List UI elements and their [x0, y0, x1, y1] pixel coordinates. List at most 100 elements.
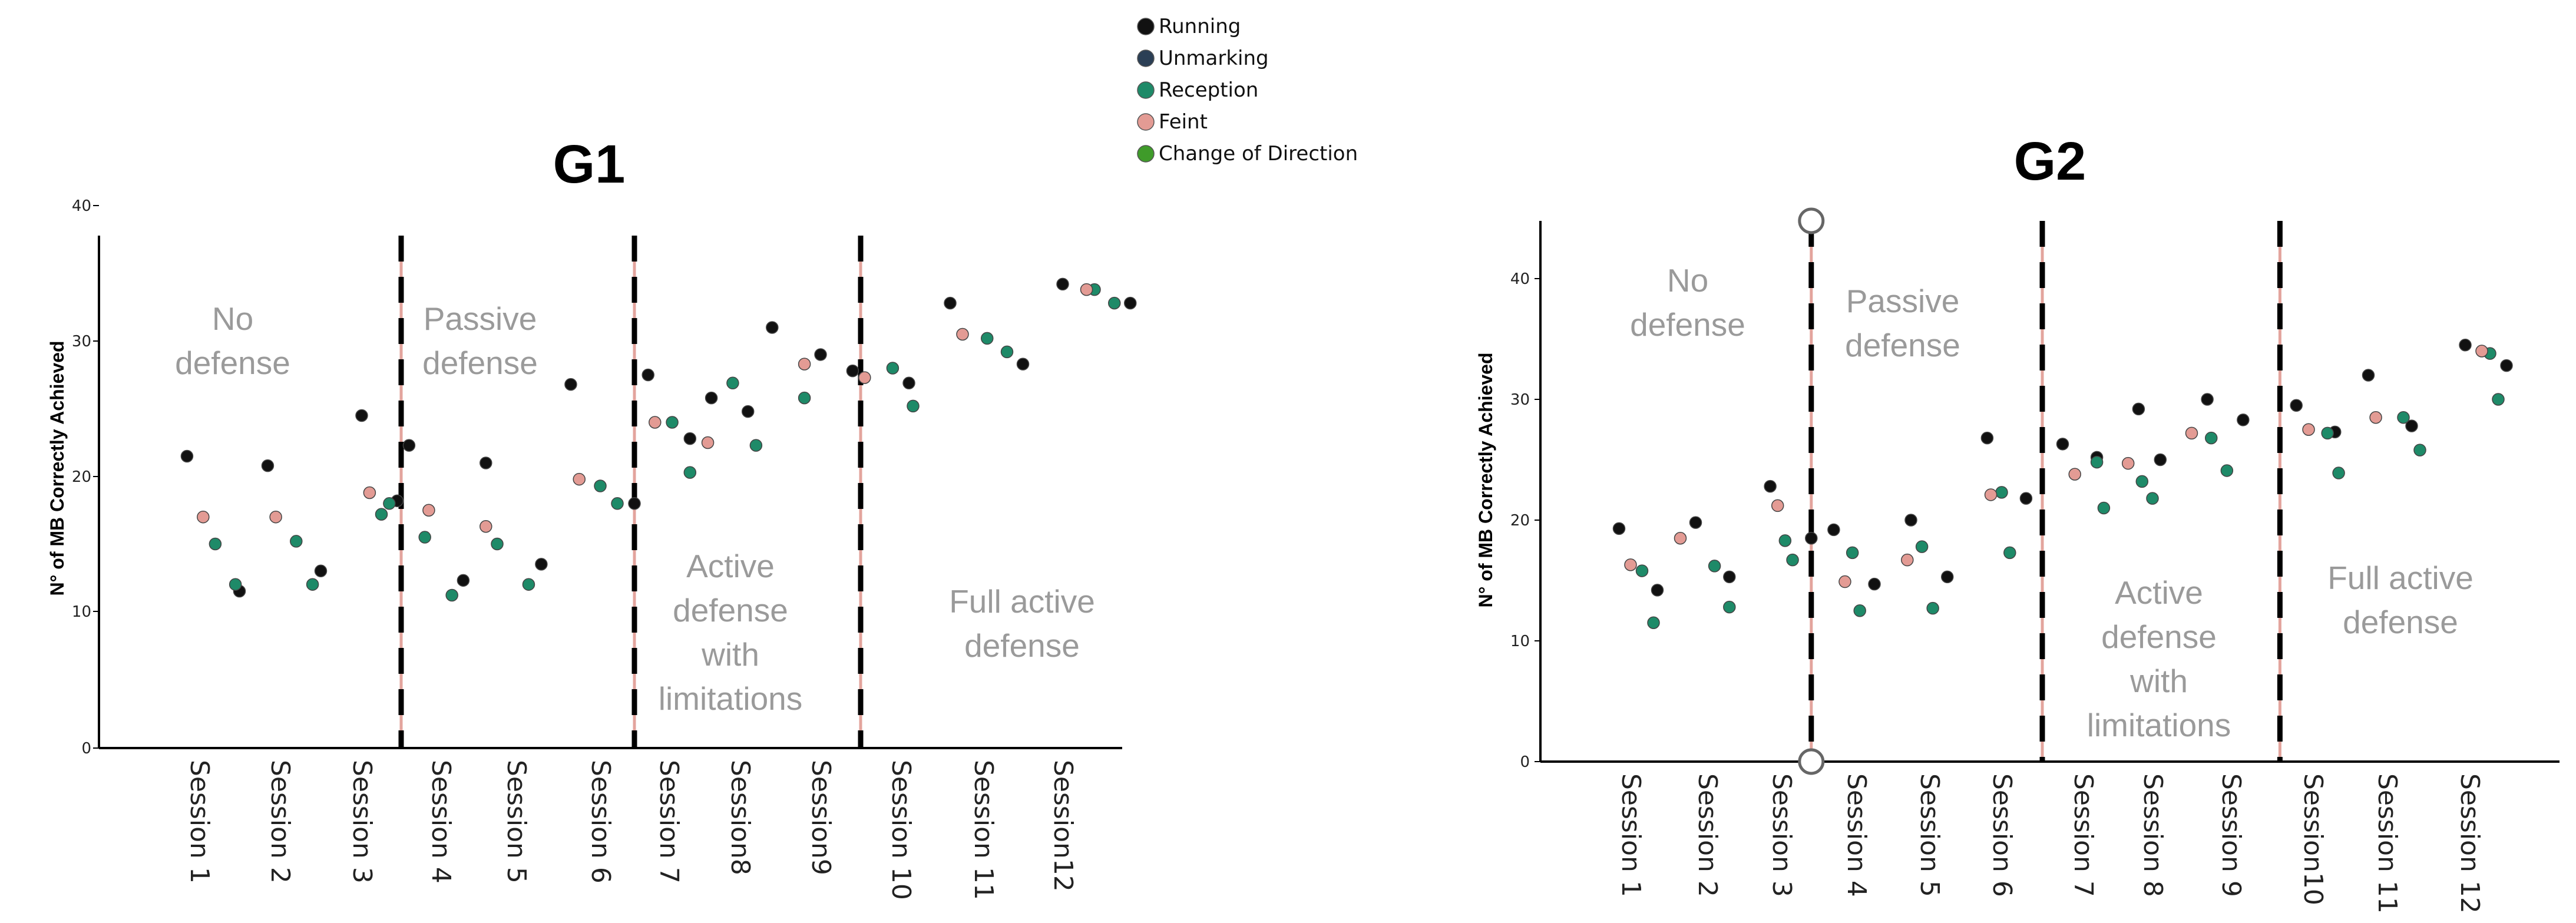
point-running: [1651, 584, 1664, 597]
legend-marker-change-of-direction: [1137, 145, 1155, 163]
point-feint: [2475, 345, 2488, 358]
point-reception: [2332, 467, 2345, 479]
point-reception: [375, 508, 388, 521]
phase-label-1: No defense: [1630, 262, 1745, 343]
point-feint: [649, 416, 662, 429]
series-feint: [1624, 345, 2488, 588]
point-reception: [418, 531, 431, 544]
series-reception: [209, 283, 1121, 602]
top-resize-handle[interactable]: [1798, 207, 1825, 234]
point-running: [1980, 431, 1994, 445]
point-running: [1764, 479, 1777, 493]
legend-marker-unmarking: [1137, 49, 1155, 67]
series-reception: [1635, 347, 2505, 629]
point-running: [1723, 570, 1736, 584]
point-feint: [1771, 499, 1784, 512]
point-feint: [2121, 456, 2135, 470]
point-running: [1124, 296, 1137, 310]
x-tick-label: Session 8: [2138, 773, 2168, 897]
point-running: [355, 409, 368, 422]
phase-label-3: Active defense with limitations: [2087, 574, 2231, 743]
point-reception: [1778, 534, 1792, 547]
point-reception: [907, 399, 920, 413]
point-running: [2132, 402, 2145, 416]
legend-label-feint: Feint: [1159, 110, 1208, 134]
point-running: [480, 456, 492, 469]
point-running: [1612, 522, 1626, 535]
y-tick-label: 20: [72, 468, 91, 486]
point-reception: [683, 466, 697, 479]
point-feint: [2369, 411, 2382, 424]
y-tick-label: 40: [72, 197, 91, 215]
point-running: [846, 364, 859, 378]
x-tick-label: Session 3: [1767, 773, 1797, 897]
legend-label-running: Running: [1159, 15, 1241, 38]
point-running: [1941, 570, 1954, 584]
point-running: [814, 348, 827, 361]
point-feint: [798, 358, 811, 370]
point-reception: [2003, 546, 2016, 560]
point-feint: [480, 520, 492, 533]
point-running: [902, 376, 915, 390]
point-feint: [2185, 426, 2198, 440]
x-tick-label: Session 3: [347, 760, 377, 884]
point-running: [2362, 369, 2375, 382]
y-tick-label: 10: [1510, 633, 1530, 650]
point-running: [2201, 393, 2214, 406]
point-feint: [1624, 558, 1637, 571]
point-running: [2459, 339, 2472, 352]
series-running: [1612, 339, 2513, 597]
point-feint: [1080, 283, 1093, 296]
point-feint: [701, 436, 715, 449]
point-feint: [197, 510, 210, 524]
y-tick-label: 0: [1520, 753, 1530, 771]
x-tick-label: Session8: [725, 760, 755, 875]
point-reception: [445, 588, 458, 602]
point-feint: [1674, 532, 1687, 545]
x-tick-label: Session 2: [265, 760, 295, 884]
point-reception: [1647, 616, 1660, 629]
point-reception: [2397, 411, 2410, 424]
point-running: [564, 378, 577, 391]
point-reception: [594, 479, 607, 492]
point-feint: [2302, 423, 2315, 436]
series-feint: [197, 283, 1093, 533]
point-reception: [306, 578, 319, 591]
point-running: [766, 321, 779, 334]
point-running: [2500, 359, 2513, 372]
point-reception: [1995, 486, 2008, 499]
phase-label-4: Full active defense: [2327, 560, 2474, 640]
legend-marker-running: [1137, 18, 1155, 35]
x-tick-label: Session 9: [2216, 773, 2246, 897]
point-reception: [1723, 600, 1736, 614]
phase-label-1: No defense: [175, 300, 290, 381]
bottom-resize-handle[interactable]: [1798, 748, 1825, 775]
point-reception: [1926, 601, 1939, 615]
point-running: [2154, 453, 2167, 467]
chart-g2: G2 0 10 20 30 40 N° of MB Correctly Achieved Se…: [1475, 131, 2560, 914]
point-feint: [956, 327, 969, 341]
chart-title: G1: [553, 134, 626, 194]
point-running: [1827, 523, 1840, 537]
point-running: [314, 564, 328, 578]
x-tick-label: Session 4: [1841, 773, 1871, 897]
x-tick-label: Session 11: [968, 760, 998, 900]
point-feint: [1984, 488, 1998, 501]
point-reception: [290, 535, 303, 548]
x-tick-label: Session 4: [426, 760, 456, 884]
point-reception: [2492, 393, 2505, 406]
x-tick-label: Session9: [806, 760, 836, 875]
point-running: [535, 558, 548, 571]
point-running: [180, 449, 194, 463]
chart-g1: G1 0 10 20 30 40 N° of MB Correctly Achieved Se…: [47, 134, 1137, 900]
x-tick-label: Session 10: [886, 760, 916, 900]
y-tick-label: 10: [72, 603, 91, 621]
phase-label-2: Passive defense: [1845, 283, 1960, 363]
x-tick-label: Session 7: [2068, 773, 2098, 897]
point-reception: [749, 439, 763, 452]
point-feint: [269, 510, 282, 524]
point-running: [2019, 492, 2033, 505]
point-reception: [2321, 426, 2334, 440]
point-reception: [1000, 345, 1014, 359]
